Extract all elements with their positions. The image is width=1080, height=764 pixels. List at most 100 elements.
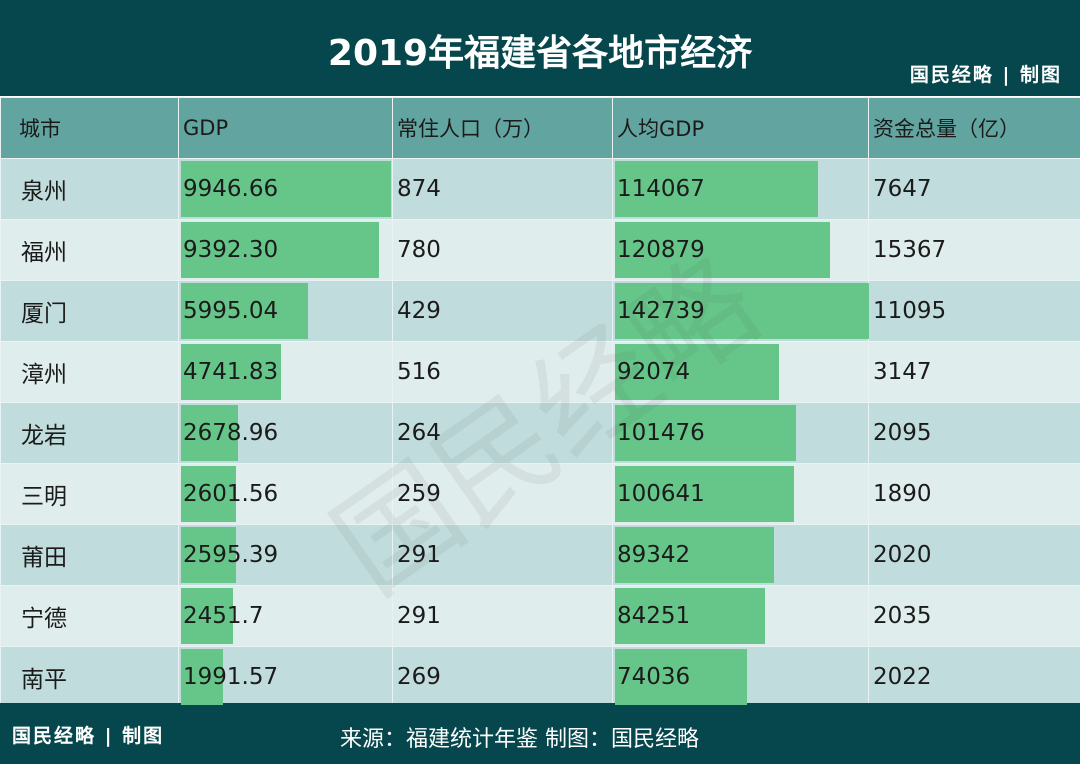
cell-value: 漳州: [21, 362, 67, 388]
table-cell: 84251: [612, 585, 869, 647]
table-cell: 291: [392, 524, 613, 586]
cell-value: 2022: [873, 664, 932, 690]
cell-value: 101476: [617, 420, 705, 446]
cell-value: 9946.66: [183, 176, 279, 202]
cell-value: 龙岩: [21, 423, 67, 449]
cell-value: 3147: [873, 359, 932, 385]
footer: 国民经略 | 制图 来源：福建统计年鉴 制图：国民经略: [0, 703, 1080, 764]
data-bar: [181, 649, 224, 705]
table-cell: 5995.04: [178, 280, 393, 342]
cell-value: 11095: [873, 298, 947, 324]
table-cell: 120879: [612, 219, 869, 281]
column-header-label: 常住人口（万）: [397, 117, 544, 141]
table-cell: 2451.7: [178, 585, 393, 647]
cell-value: 9392.30: [183, 237, 279, 263]
cell-value: 291: [397, 542, 441, 568]
cell-value: 1991.57: [183, 664, 279, 690]
column-header: 人均GDP: [612, 97, 869, 159]
table-cell: 516: [392, 341, 613, 403]
table-cell: 780: [392, 219, 613, 281]
cell-value: 7647: [873, 176, 932, 202]
cell-value: 2020: [873, 542, 932, 568]
table-cell: 2595.39: [178, 524, 393, 586]
table-cell: 龙岩: [0, 402, 179, 464]
table-row: 福州 9392.30 780 120879 15367: [0, 219, 1080, 281]
cell-value: 三明: [21, 484, 67, 510]
table-cell: 宁德: [0, 585, 179, 647]
cell-value: 269: [397, 664, 441, 690]
table-cell: 874: [392, 158, 613, 220]
cell-value: 2095: [873, 420, 932, 446]
table-row: 南平 1991.57 269 74036 2022: [0, 646, 1080, 708]
data-bar: [615, 649, 747, 705]
data-bar: [181, 344, 282, 400]
column-header-label: 人均GDP: [617, 117, 705, 141]
table-row: 泉州 9946.66 874 114067 7647: [0, 158, 1080, 220]
cell-value: 2678.96: [183, 420, 279, 446]
table-cell: 2035: [868, 585, 1080, 647]
page-title: 2019年福建省各地市经济: [327, 33, 753, 74]
table-row: 漳州 4741.83 516 92074 3147: [0, 341, 1080, 403]
table-cell: 3147: [868, 341, 1080, 403]
table-cell: 1991.57: [178, 646, 393, 708]
cell-value: 259: [397, 481, 441, 507]
column-header: 城市: [0, 97, 179, 159]
cell-value: 142739: [617, 298, 705, 324]
table-cell: 三明: [0, 463, 179, 525]
table-cell: 2678.96: [178, 402, 393, 464]
table-cell: 7647: [868, 158, 1080, 220]
table-cell: 南平: [0, 646, 179, 708]
table-cell: 莆田: [0, 524, 179, 586]
table-cell: 89342: [612, 524, 869, 586]
column-header: 资金总量（亿）: [868, 97, 1080, 159]
table-cell: 264: [392, 402, 613, 464]
column-header: 常住人口（万）: [392, 97, 613, 159]
cell-value: 264: [397, 420, 441, 446]
table-cell: 福州: [0, 219, 179, 281]
cell-value: 780: [397, 237, 441, 263]
table-cell: 142739: [612, 280, 869, 342]
title-bar: 2019年福建省各地市经济 国民经略 | 制图: [0, 0, 1080, 96]
cell-value: 15367: [873, 237, 947, 263]
data-bar: [615, 405, 796, 461]
cell-value: 291: [397, 603, 441, 629]
table-cell: 9946.66: [178, 158, 393, 220]
data-bar: [615, 344, 779, 400]
data-bar: [181, 588, 233, 644]
cell-value: 100641: [617, 481, 705, 507]
table-cell: 2095: [868, 402, 1080, 464]
table-cell: 100641: [612, 463, 869, 525]
column-header-label: GDP: [183, 116, 229, 140]
cell-value: 泉州: [21, 179, 67, 205]
cell-value: 74036: [617, 664, 691, 690]
cell-value: 874: [397, 176, 441, 202]
cell-value: 5995.04: [183, 298, 279, 324]
data-bar: [181, 527, 236, 583]
data-bar: [181, 161, 391, 217]
cell-value: 1890: [873, 481, 932, 507]
table-cell: 269: [392, 646, 613, 708]
data-bar: [615, 161, 818, 217]
table-cell: 11095: [868, 280, 1080, 342]
table-header-row: 城市 GDP 常住人口（万） 人均GDP 资金总量（亿）: [0, 97, 1080, 159]
table-cell: 2601.56: [178, 463, 393, 525]
cell-value: 114067: [617, 176, 705, 202]
cell-value: 84251: [617, 603, 691, 629]
table-cell: 291: [392, 585, 613, 647]
cell-value: 516: [397, 359, 441, 385]
table-cell: 厦门: [0, 280, 179, 342]
cell-value: 莆田: [21, 545, 67, 571]
table-cell: 9392.30: [178, 219, 393, 281]
table-row: 龙岩 2678.96 264 101476 2095: [0, 402, 1080, 464]
cell-value: 2451.7: [183, 603, 264, 629]
table-cell: 114067: [612, 158, 869, 220]
data-bar: [181, 466, 236, 522]
data-bar: [615, 466, 795, 522]
cell-value: 福州: [21, 240, 67, 266]
data-table: 城市 GDP 常住人口（万） 人均GDP 资金总量（亿） 泉州 9946.66 874 114…: [0, 97, 1080, 708]
cell-value: 2035: [873, 603, 932, 629]
table-cell: 4741.83: [178, 341, 393, 403]
table-row: 莆田 2595.39 291 89342 2020: [0, 524, 1080, 586]
table-cell: 泉州: [0, 158, 179, 220]
table-cell: 74036: [612, 646, 869, 708]
